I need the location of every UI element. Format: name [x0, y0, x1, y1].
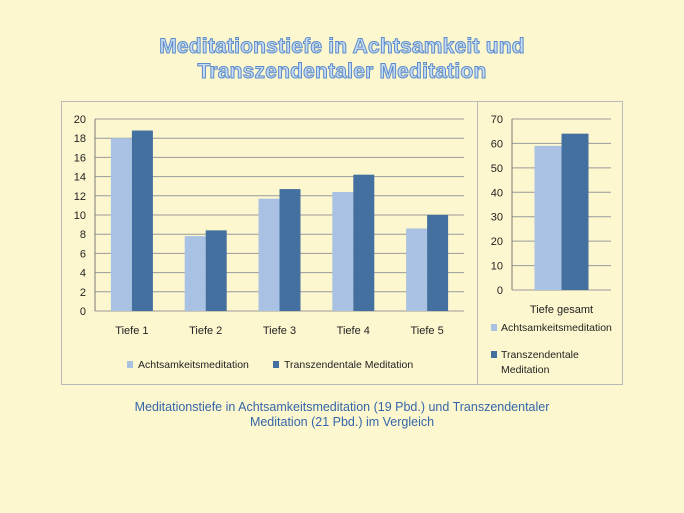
total-legend-label-achtsamkeit: Achtsamkeitsmeditation	[501, 322, 612, 334]
main-bar-achtsamkeit	[184, 236, 206, 311]
slide-title: Meditationstiefe in Achtsamkeit und Tran…	[0, 34, 684, 84]
total-y-tick-label: 10	[491, 261, 503, 273]
total-y-tick-label: 60	[491, 138, 503, 150]
main-x-tick-label: Tiefe 2	[189, 325, 222, 337]
main-x-tick-label: Tiefe 3	[263, 325, 296, 337]
total-legend-label-transzendental-line-1: Transzendentale	[501, 349, 579, 361]
main-x-tick-label: Tiefe 5	[410, 325, 443, 337]
total-legend-label-transzendental-line-2: Meditation	[501, 364, 550, 376]
total-bar-achtsamkeit	[534, 145, 562, 290]
main-x-tick-label: Tiefe 4	[337, 325, 370, 337]
main-y-tick-label: 10	[74, 210, 86, 222]
main-bar-transzendental	[131, 130, 153, 311]
total-y-tick-label: 40	[491, 187, 503, 199]
total-y-tick-label: 0	[497, 285, 503, 297]
main-bar-transzendental	[279, 189, 301, 311]
caption-line-2: Meditation (21 Pbd.) im Vergleich	[249, 415, 435, 429]
total-x-tick-label: Tiefe gesamt	[530, 304, 593, 316]
chart-divider	[477, 101, 478, 385]
total-bar-transzendental	[561, 133, 589, 290]
main-legend-swatch-transzendental	[273, 361, 279, 368]
total-y-tick-label: 50	[491, 163, 503, 175]
total-y-tick-label: 70	[491, 114, 503, 126]
main-bar-achtsamkeit	[332, 191, 354, 311]
main-y-tick-label: 16	[74, 152, 86, 164]
total-y-tick-label: 30	[491, 212, 503, 224]
main-y-tick-label: 0	[80, 306, 86, 318]
main-bar-transzendental	[353, 174, 375, 311]
main-bar-transzendental	[205, 230, 227, 311]
main-y-tick-label: 4	[80, 268, 86, 280]
main-y-tick-label: 8	[80, 229, 86, 241]
main-bar-transzendental	[427, 215, 449, 311]
main-bar-achtsamkeit	[258, 198, 280, 311]
main-y-tick-label: 18	[74, 133, 86, 145]
main-y-tick-label: 6	[80, 248, 86, 260]
main-x-tick-label: Tiefe 1	[115, 325, 148, 337]
slide-title-line-2: Transzendentaler Meditation	[197, 60, 487, 84]
slide-title-line-1: Meditationstiefe in Achtsamkeit und	[159, 35, 525, 59]
main-legend-label-achtsamkeit: Achtsamkeitsmeditation	[138, 359, 249, 371]
total-y-tick-label: 20	[491, 236, 503, 248]
main-legend-label-transzendental: Transzendentale Meditation	[284, 359, 413, 371]
main-y-tick-label: 20	[74, 114, 86, 126]
caption-line-1: Meditationstiefe in Achtsamkeitsmeditati…	[134, 400, 550, 414]
main-y-tick-label: 12	[74, 191, 86, 203]
slide-caption: Meditationstiefe in Achtsamkeitsmeditati…	[0, 400, 684, 430]
main-legend-swatch-achtsamkeit	[127, 361, 133, 368]
main-bar-achtsamkeit	[406, 228, 428, 311]
total-legend-swatch-transzendental	[491, 351, 497, 358]
total-legend-swatch-achtsamkeit	[491, 324, 497, 331]
main-y-tick-label: 14	[74, 172, 86, 184]
main-y-tick-label: 2	[80, 287, 86, 299]
main-bar-achtsamkeit	[110, 138, 132, 311]
